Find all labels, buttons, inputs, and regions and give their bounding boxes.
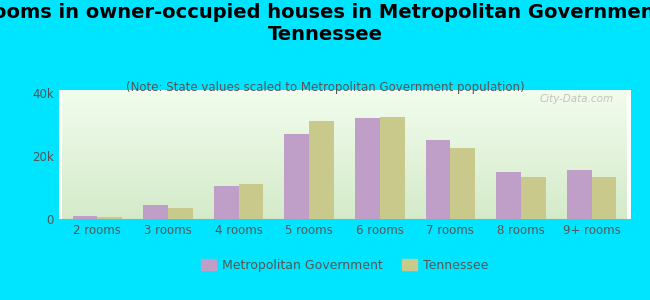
Bar: [355, 118, 380, 219]
Bar: [143, 205, 168, 219]
Text: City-Data.com: City-Data.com: [540, 94, 614, 104]
Bar: [497, 172, 521, 219]
Legend: Metropolitan Government, Tennessee: Metropolitan Government, Tennessee: [196, 254, 493, 277]
Text: Rooms in owner-occupied houses in Metropolitan Government,
Tennessee: Rooms in owner-occupied houses in Metrop…: [0, 3, 650, 44]
Text: (Note: State values scaled to Metropolitan Government population): (Note: State values scaled to Metropolit…: [125, 81, 525, 94]
Bar: [168, 208, 192, 219]
Bar: [567, 170, 592, 219]
Bar: [239, 184, 263, 219]
Bar: [98, 217, 122, 219]
Bar: [73, 216, 98, 219]
Bar: [521, 176, 546, 219]
Bar: [592, 178, 616, 219]
Bar: [285, 134, 309, 219]
Bar: [309, 122, 334, 219]
Bar: [214, 186, 239, 219]
Bar: [380, 117, 404, 219]
Bar: [426, 140, 450, 219]
Bar: [450, 148, 475, 219]
